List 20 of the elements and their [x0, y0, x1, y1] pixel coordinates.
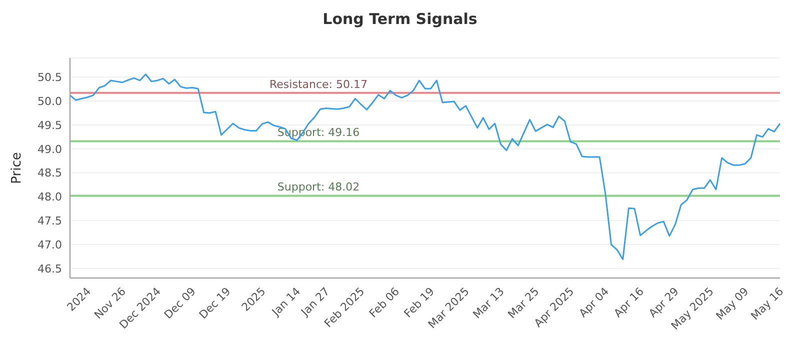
- x-tick-label: Dec 19: [196, 284, 234, 322]
- y-tick-label: 50.0: [38, 94, 62, 108]
- y-tick-label: 47.5: [38, 214, 62, 228]
- chart-title: Long Term Signals: [322, 9, 478, 30]
- x-tick-label: Apr 04: [576, 284, 612, 320]
- y-tick-label: 48.5: [38, 166, 62, 180]
- y-tick-label: 46.5: [38, 262, 62, 276]
- y-tick-label: 47.0: [38, 238, 62, 252]
- y-tick-label: 50.5: [38, 71, 62, 84]
- line-series: [69, 74, 781, 260]
- x-tick-label: Apr 16: [611, 284, 646, 320]
- ref-line-label: Resistance: 50.17: [270, 78, 368, 91]
- y-axis-title: Price: [10, 152, 25, 184]
- y-tick-label: 48.0: [38, 190, 62, 204]
- x-tick-label: Feb 06: [366, 284, 402, 320]
- ref-line-label: Support: 48.02: [277, 180, 360, 194]
- y-tick-label: 49.5: [38, 118, 62, 132]
- y-tick-label: 49.0: [38, 142, 62, 156]
- x-tick-label: Dec 09: [162, 284, 198, 322]
- x-tick-label: Mar 13: [470, 284, 507, 322]
